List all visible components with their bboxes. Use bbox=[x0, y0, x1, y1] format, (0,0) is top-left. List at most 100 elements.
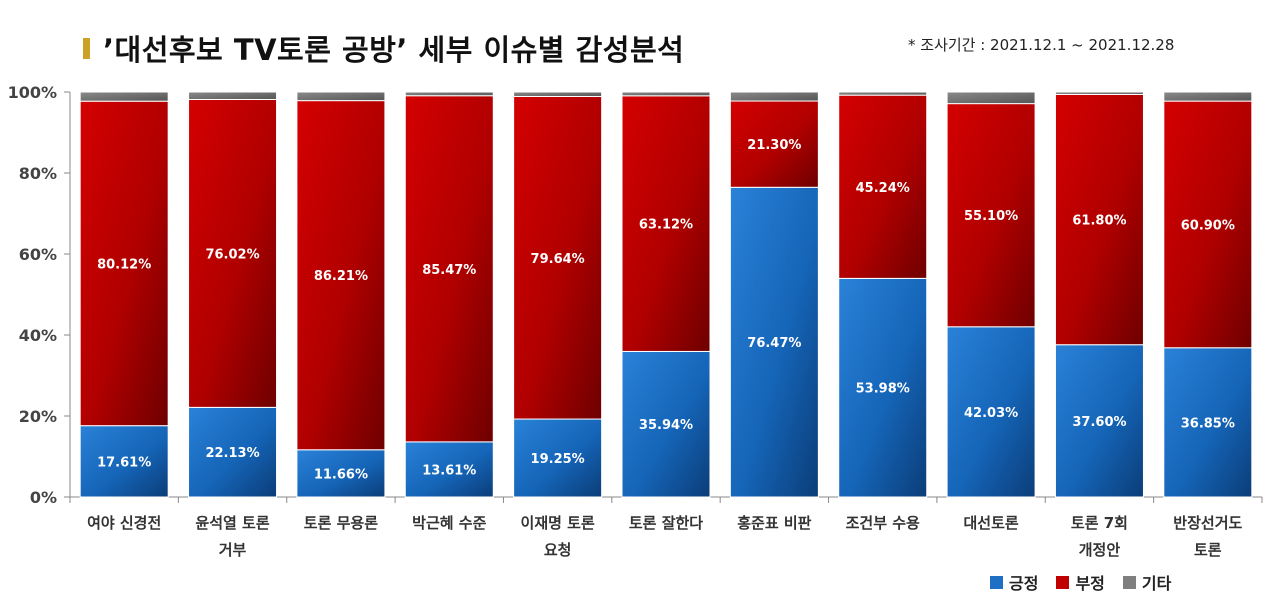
bar-stack: 13.61% 85.47% bbox=[404, 91, 494, 498]
y-tick-label: 40% bbox=[19, 326, 57, 345]
x-tick-label: 이재명 토론 bbox=[521, 514, 595, 532]
bar-segment-other bbox=[296, 91, 386, 102]
data-label: 85.47% bbox=[422, 263, 476, 278]
bar-segment-positive bbox=[1054, 344, 1144, 498]
y-tick-label: 0% bbox=[30, 488, 57, 507]
x-tick-label: 개정안 bbox=[1079, 541, 1121, 559]
data-label: 79.64% bbox=[531, 252, 585, 267]
bar-segment-other bbox=[404, 91, 494, 97]
bar-stack: 37.60% 61.80% bbox=[1054, 91, 1144, 498]
legend-item-positive: 긍정 bbox=[990, 570, 1038, 594]
data-label: 53.98% bbox=[856, 382, 910, 397]
bar-segment-positive bbox=[946, 326, 1036, 498]
legend-label-positive: 긍정 bbox=[1009, 574, 1039, 593]
bar-segment-other bbox=[1163, 91, 1253, 102]
data-label: 80.12% bbox=[97, 257, 151, 272]
x-tick-label: 토론 bbox=[1194, 541, 1222, 559]
data-label: 19.25% bbox=[531, 452, 585, 467]
bar-stack: 35.94% 63.12% bbox=[621, 91, 711, 498]
bar-segment-positive bbox=[621, 350, 711, 498]
data-label: 13.61% bbox=[422, 463, 476, 478]
data-label: 36.85% bbox=[1181, 416, 1235, 431]
x-tick-label: 홍준표 비판 bbox=[737, 514, 811, 532]
data-label: 22.13% bbox=[205, 446, 259, 461]
x-tick-label: 윤석열 토론 bbox=[195, 514, 269, 532]
y-tick-label: 80% bbox=[19, 164, 57, 183]
bar-stack: 11.66% 86.21% bbox=[296, 91, 386, 498]
bar-stack: 22.13% 76.02% bbox=[188, 91, 278, 498]
data-label: 42.03% bbox=[964, 406, 1018, 421]
legend-swatch-positive bbox=[990, 575, 1003, 589]
bar-segment-positive bbox=[1163, 347, 1253, 498]
bar-segment-negative bbox=[188, 98, 278, 408]
x-tick-label: 반장선거도 bbox=[1173, 514, 1242, 532]
bar-segment-positive bbox=[838, 277, 928, 498]
bar-segment-negative bbox=[404, 95, 494, 443]
y-tick-label: 60% bbox=[19, 245, 57, 264]
bar-segment-other bbox=[79, 91, 169, 102]
y-tick-label: 100% bbox=[8, 83, 57, 102]
data-label: 35.94% bbox=[639, 418, 693, 433]
bar-segment-other bbox=[1054, 91, 1144, 95]
data-label: 76.47% bbox=[747, 336, 801, 351]
bar-segment-other bbox=[188, 91, 278, 100]
bar-segment-negative bbox=[296, 100, 386, 451]
bars: 17.61% 80.12% 22.13% 76.02% 11.66% 86.21% 13.6… bbox=[79, 91, 1253, 498]
survey-period: * 조사기간 : 2021.12.1 ~ 2021.12.28 bbox=[908, 36, 1175, 54]
bar-segment-negative bbox=[79, 100, 169, 427]
x-tick-label: 박근혜 수준 bbox=[412, 514, 486, 532]
data-label: 86.21% bbox=[314, 269, 368, 284]
bar-segment-other bbox=[946, 91, 1036, 105]
x-tick-label: 거부 bbox=[219, 541, 247, 559]
x-tick-label: 여야 신경전 bbox=[87, 514, 161, 532]
y-tick-label: 20% bbox=[19, 407, 57, 426]
legend: 긍정 부정 기타 bbox=[990, 570, 1171, 594]
bar-stack: 76.47% 21.30% bbox=[729, 91, 819, 498]
data-label: 60.90% bbox=[1181, 218, 1235, 233]
legend-swatch-negative bbox=[1056, 575, 1070, 589]
data-label: 63.12% bbox=[639, 218, 693, 233]
bar-stack: 53.98% 45.24% bbox=[838, 91, 928, 498]
chart-title: ’대선후보 TV토론 공방’ 세부 이슈별 감성분석 bbox=[103, 33, 685, 67]
title-marker bbox=[83, 38, 90, 59]
bar-segment-negative bbox=[1163, 100, 1253, 349]
bar-segment-negative bbox=[946, 103, 1036, 328]
legend-label-negative: 부정 bbox=[1075, 574, 1105, 593]
bar-segment-positive bbox=[188, 406, 278, 498]
bar-segment-negative bbox=[513, 95, 603, 420]
data-label: 37.60% bbox=[1072, 415, 1126, 430]
x-tick-label: 토론 무용론 bbox=[304, 514, 378, 532]
data-label: 17.61% bbox=[97, 455, 151, 470]
data-label: 21.30% bbox=[747, 138, 801, 153]
bar-segment-other bbox=[621, 91, 711, 97]
bar-segment-negative bbox=[621, 95, 711, 352]
x-tick-label: 대선토론 bbox=[963, 514, 1018, 532]
data-label: 61.80% bbox=[1072, 214, 1126, 229]
data-label: 11.66% bbox=[314, 467, 368, 482]
x-tick-label: 토론 7회 bbox=[1071, 514, 1128, 532]
legend-label-other: 기타 bbox=[1141, 574, 1172, 593]
data-label: 55.10% bbox=[964, 209, 1018, 224]
bar-stack: 17.61% 80.12% bbox=[79, 91, 169, 498]
bar-stack: 19.25% 79.64% bbox=[513, 91, 603, 498]
bar-segment-other bbox=[838, 91, 928, 96]
legend-item-other: 기타 bbox=[1122, 570, 1172, 594]
x-tick-label: 토론 잘한다 bbox=[629, 514, 703, 532]
x-tick-label: 조건부 수용 bbox=[846, 514, 920, 532]
bar-segment-negative bbox=[838, 94, 928, 279]
bar-stack: 36.85% 60.90% bbox=[1163, 91, 1253, 498]
bar-segment-negative bbox=[729, 100, 819, 188]
bar-segment-other bbox=[513, 91, 603, 97]
bar-segment-negative bbox=[1054, 93, 1144, 346]
data-label: 76.02% bbox=[205, 247, 259, 262]
bar-segment-positive bbox=[729, 186, 819, 498]
legend-item-negative: 부정 bbox=[1056, 570, 1105, 594]
bar-segment-positive bbox=[404, 441, 494, 498]
bar-segment-positive bbox=[513, 418, 603, 498]
data-label: 45.24% bbox=[856, 181, 910, 196]
x-tick-label: 요청 bbox=[544, 541, 572, 559]
bar-segment-other bbox=[729, 91, 819, 102]
bar-stack: 42.03% 55.10% bbox=[946, 91, 1036, 498]
